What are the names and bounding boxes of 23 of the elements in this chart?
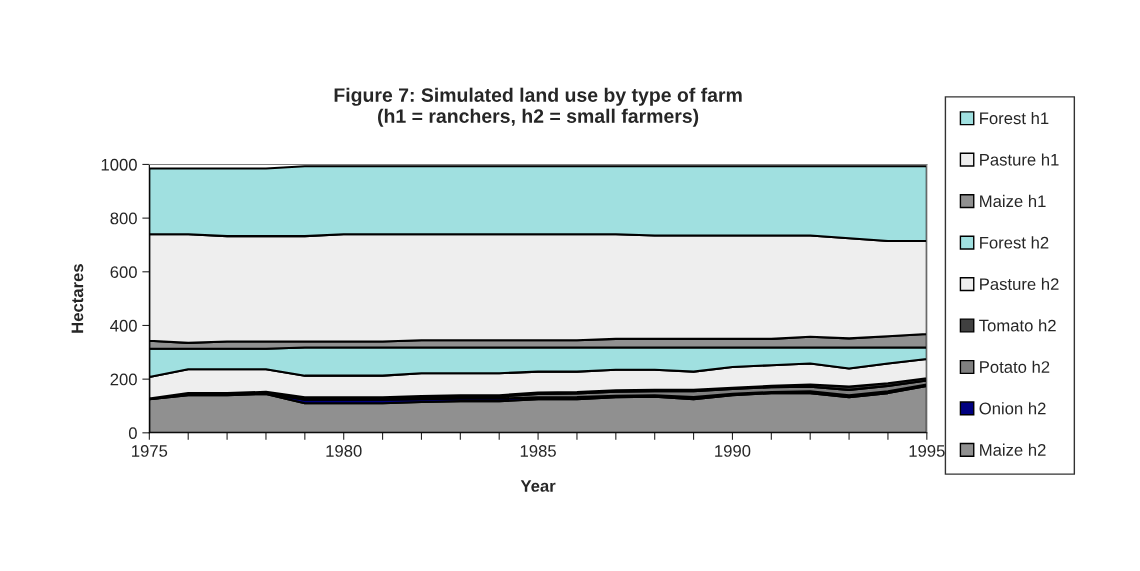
legend-label: Pasture h2 [980,277,1059,291]
legend-label: Tomato h2 [979,319,1056,332]
y-tick-label: 400 [110,319,137,332]
x-tick-label: 1990 [715,445,751,457]
legend-label: Potato h2 [980,360,1050,373]
x-axis-title: Year [520,480,556,492]
legend-label: Pasture h1 [980,153,1059,166]
y-tick-label: 1000 [101,158,137,171]
legend-label: Maize h1 [980,194,1046,208]
x-tick-label: 1975 [132,445,168,457]
y-tick-label: 0 [128,427,137,440]
legend-label: Forest h2 [980,236,1049,249]
chart-title: Figure 7: Simulated land use by type of farm (h1 = ranchers, h2 = small farmers) [334,87,742,127]
legend-label: Maize h2 [980,443,1046,456]
y-tick-label: 600 [110,266,137,278]
x-tick-label: 1985 [520,445,556,457]
legend-label: Onion h2 [979,402,1046,415]
legend-label: Forest h1 [980,111,1049,125]
x-tick-label: 1980 [326,445,362,457]
y-tick-label: 800 [110,212,137,225]
x-tick-label: 1995 [909,445,945,457]
y-axis-title: Hectares [71,264,84,333]
y-tick-label: 200 [110,373,137,386]
